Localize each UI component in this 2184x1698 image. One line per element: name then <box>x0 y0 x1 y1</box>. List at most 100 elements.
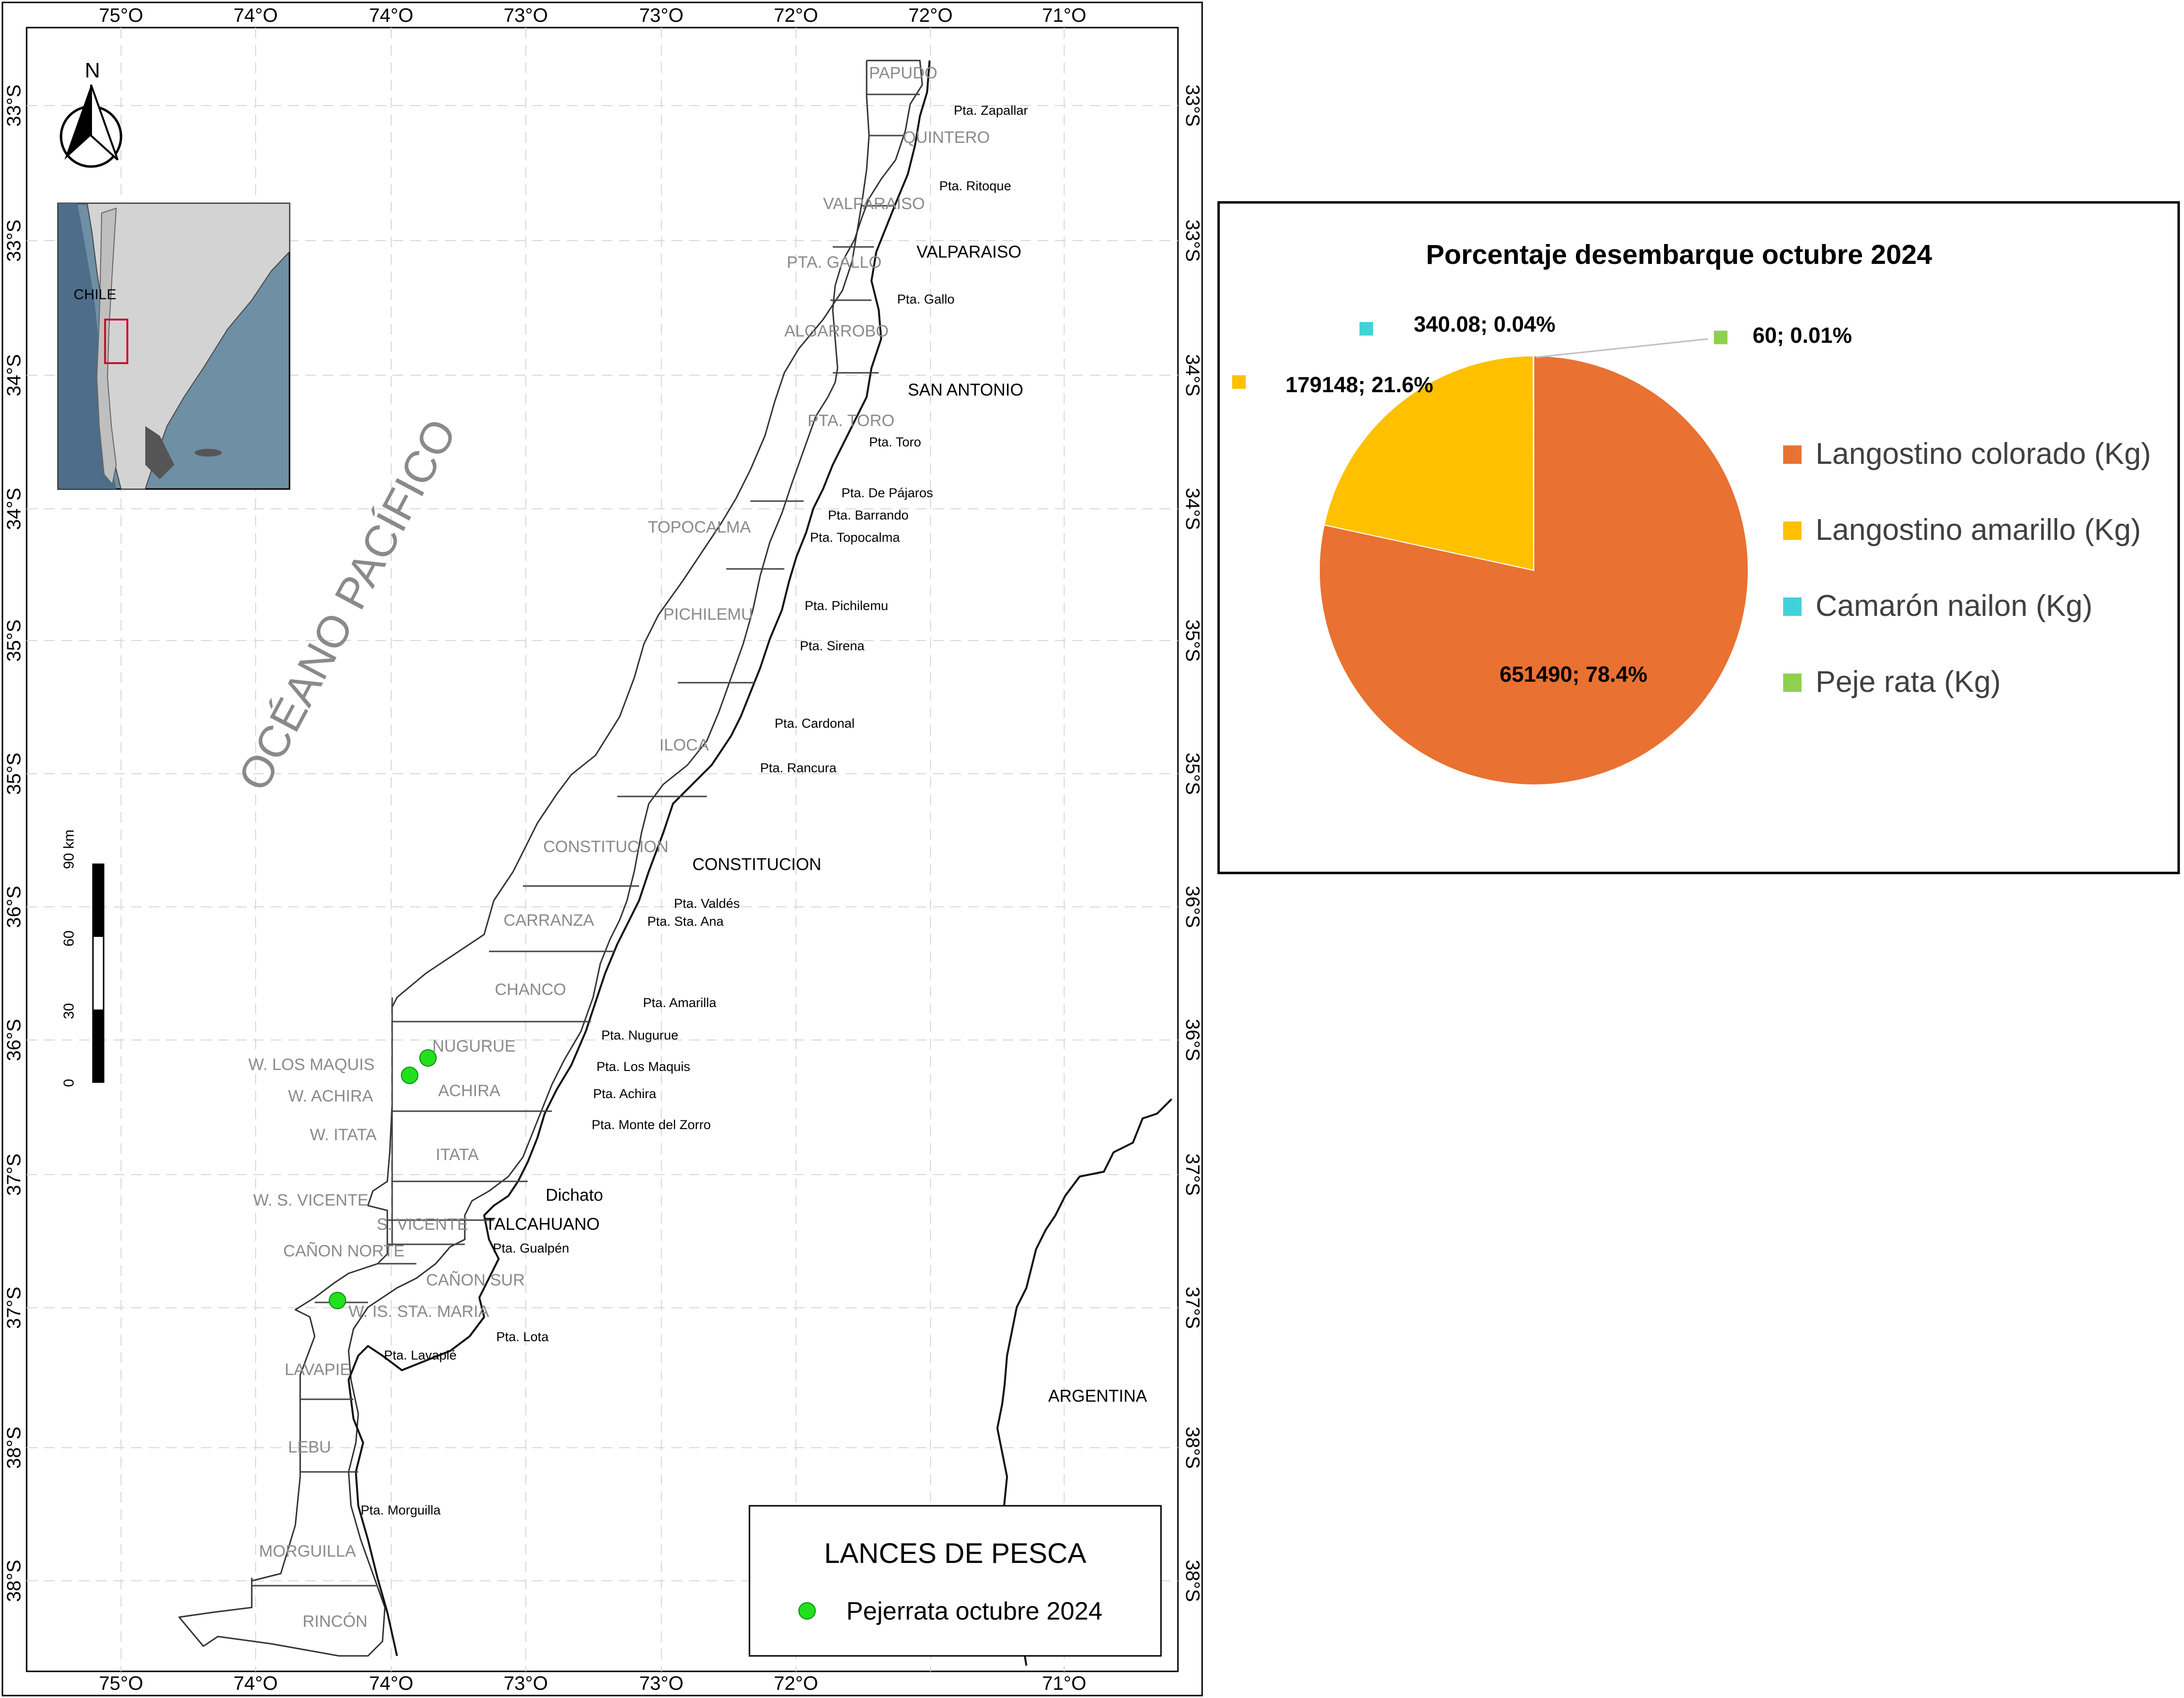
point-pta-sta-ana: Pta. Sta. Ana <box>647 914 724 929</box>
coord-right-label: 37°S <box>1182 1153 1203 1195</box>
zone-constitucion: CONSTITUCION <box>543 838 669 856</box>
point-pta-zapallar: Pta. Zapallar <box>954 103 1028 118</box>
point-pta-barrando: Pta. Barrando <box>828 508 909 522</box>
coord-bottom-label: 75°O <box>99 1673 143 1694</box>
zone-algarrobo: ALGARROBO <box>784 322 888 340</box>
coord-left-label: 34°S <box>3 488 25 530</box>
zone-achira: ACHIRA <box>438 1082 501 1100</box>
pie-slice <box>1323 355 1535 571</box>
data-label-marker <box>1232 375 1246 389</box>
coord-right: 33°S 33°S 34°S 34°S 35°S 35°S 36°S 36°S … <box>1182 84 1203 1602</box>
zone-itata: ITATA <box>436 1146 479 1164</box>
fishing-area-west <box>251 61 870 1582</box>
city-valparaiso: VALPARAISO <box>916 243 1022 261</box>
scale-label-0: 0 <box>61 1079 77 1087</box>
fishing-point <box>329 1292 346 1309</box>
pie-legend: Langostino colorado (Kg) Langostino amari… <box>1783 437 2151 699</box>
inset-study-area <box>104 319 128 364</box>
zone-morguilla: MORGUILLA <box>259 1542 356 1560</box>
point-pta-lavapie: Pta. Lavapié <box>384 1348 457 1362</box>
pie-chart <box>1319 355 1749 785</box>
zone-lebu: LEBU <box>288 1438 331 1456</box>
point-pta-rancura: Pta. Rancura <box>760 761 837 775</box>
map-panel: PAPUDO QUINTERO VALPARAISO PTA. GALLO AL… <box>1 1 1203 1697</box>
zone-nugurue: NUGURUE <box>432 1037 516 1056</box>
pie-data-labels: 651490; 78.4% 179148; 21.6% 340.08; 0.04% 6… <box>1232 312 1852 687</box>
north-arrow: N <box>60 59 122 168</box>
pie-data-label: 651490; 78.4% <box>1499 662 1647 687</box>
fishing-point <box>419 1049 437 1067</box>
coord-bottom-label: 72°O <box>774 1673 818 1694</box>
point-pta-de-pajaros: Pta. De Pájaros <box>841 486 933 500</box>
chart-panel: Porcentaje desembarque octubre 2024 6514… <box>1217 201 2180 874</box>
coord-top-label: 75°O <box>99 5 143 26</box>
coord-left-label: 33°S <box>3 219 25 261</box>
legend-entry: Camarón nailon (Kg) <box>1816 589 2092 623</box>
city-dichato: Dichato <box>546 1186 603 1205</box>
zone-pichilemu: PICHILEMU <box>663 605 753 624</box>
legend-entry: Peje rata (Kg) <box>1816 665 2001 699</box>
scale-label-60: 60 <box>61 931 77 947</box>
zone-canon-norte: CAÑON NORTE <box>283 1242 405 1260</box>
point-pta-morguilla: Pta. Morguilla <box>361 1503 441 1517</box>
coord-bottom-label: 73°O <box>504 1673 548 1694</box>
zone-canon-sur: CAÑON SUR <box>426 1271 525 1289</box>
zone-s-vicente: S. VICENTE <box>377 1215 468 1234</box>
coord-top-label: 73°O <box>639 5 684 26</box>
point-pta-cardonal: Pta. Cardonal <box>775 716 855 731</box>
coord-bottom-label: 74°O <box>369 1673 413 1694</box>
legend-swatch <box>1783 673 1802 692</box>
fishing-point <box>401 1067 418 1084</box>
point-pta-gualpen: Pta. Gualpén <box>493 1241 569 1255</box>
coord-right-label: 38°S <box>1182 1560 1203 1602</box>
coord-left-label: 37°S <box>3 1286 25 1329</box>
inset-country-label: CHILE <box>74 287 116 303</box>
legend-swatch <box>1783 521 1802 540</box>
zone-w-itata: W. ITATA <box>310 1126 377 1144</box>
legend-entry: Langostino amarillo (Kg) <box>1816 513 2141 547</box>
north-label: N <box>85 59 100 82</box>
zone-papudo: PAPUDO <box>869 64 937 82</box>
point-pta-sirena: Pta. Sirena <box>800 639 865 653</box>
fishing-area-boundary <box>178 60 923 1657</box>
point-pta-los-maquis: Pta. Los Maquis <box>596 1059 690 1074</box>
data-label-marker <box>1359 322 1373 336</box>
scale-label-30: 30 <box>61 1003 77 1019</box>
legend-swatch <box>1783 597 1802 616</box>
coord-right-label: 33°S <box>1182 219 1203 261</box>
coord-left-label: 37°S <box>3 1153 25 1195</box>
pie-data-label: 340.08; 0.04% <box>1414 312 1556 337</box>
point-pta-lota: Pta. Lota <box>496 1330 549 1344</box>
legend-item-label: Pejerrata octubre 2024 <box>846 1597 1102 1625</box>
point-pta-pichilemu: Pta. Pichilemu <box>805 598 888 613</box>
point-pta-amarilla: Pta. Amarilla <box>643 995 717 1010</box>
zone-lavapie: LAVAPIE <box>285 1361 351 1379</box>
zone-valparaiso: VALPARAISO <box>823 195 925 213</box>
coord-right-label: 35°S <box>1182 752 1203 795</box>
legend-point-icon <box>798 1602 816 1620</box>
legend-title: LANCES DE PESCA <box>824 1538 1086 1569</box>
map-legend: LANCES DE PESCA Pejerrata octubre 2024 <box>748 1505 1162 1657</box>
zone-rincon: RINCÓN <box>303 1612 367 1631</box>
coord-left-label: 33°S <box>3 84 25 126</box>
zone-labels: PAPUDO QUINTERO VALPARAISO PTA. GALLO AL… <box>248 64 990 1631</box>
zone-separators <box>252 93 920 1587</box>
coord-right-label: 35°S <box>1182 619 1203 661</box>
zone-carranza: CARRANZA <box>504 911 594 930</box>
zone-pta-toro: PTA. TORO <box>808 412 894 430</box>
legend-entry: Langostino colorado (Kg) <box>1816 437 2151 471</box>
coord-right-label: 34°S <box>1182 354 1203 396</box>
coord-left: 33°S 33°S 34°S 34°S 35°S 35°S 36°S 36°S … <box>3 84 25 1602</box>
coord-top-label: 74°O <box>233 5 278 26</box>
legend-swatch <box>1783 445 1802 464</box>
zone-topocalma: TOPOCALMA <box>648 518 751 536</box>
coord-bottom-label: 71°O <box>1042 1673 1086 1694</box>
zone-chanco: CHANCO <box>495 980 566 999</box>
country-argentina: ARGENTINA <box>1048 1387 1147 1406</box>
coord-left-label: 38°S <box>3 1560 25 1602</box>
coord-top-label: 72°O <box>774 5 818 26</box>
coord-bottom-label: 74°O <box>233 1673 278 1694</box>
coord-top-label: 73°O <box>504 5 548 26</box>
point-pta-gallo: Pta. Gallo <box>897 292 955 306</box>
